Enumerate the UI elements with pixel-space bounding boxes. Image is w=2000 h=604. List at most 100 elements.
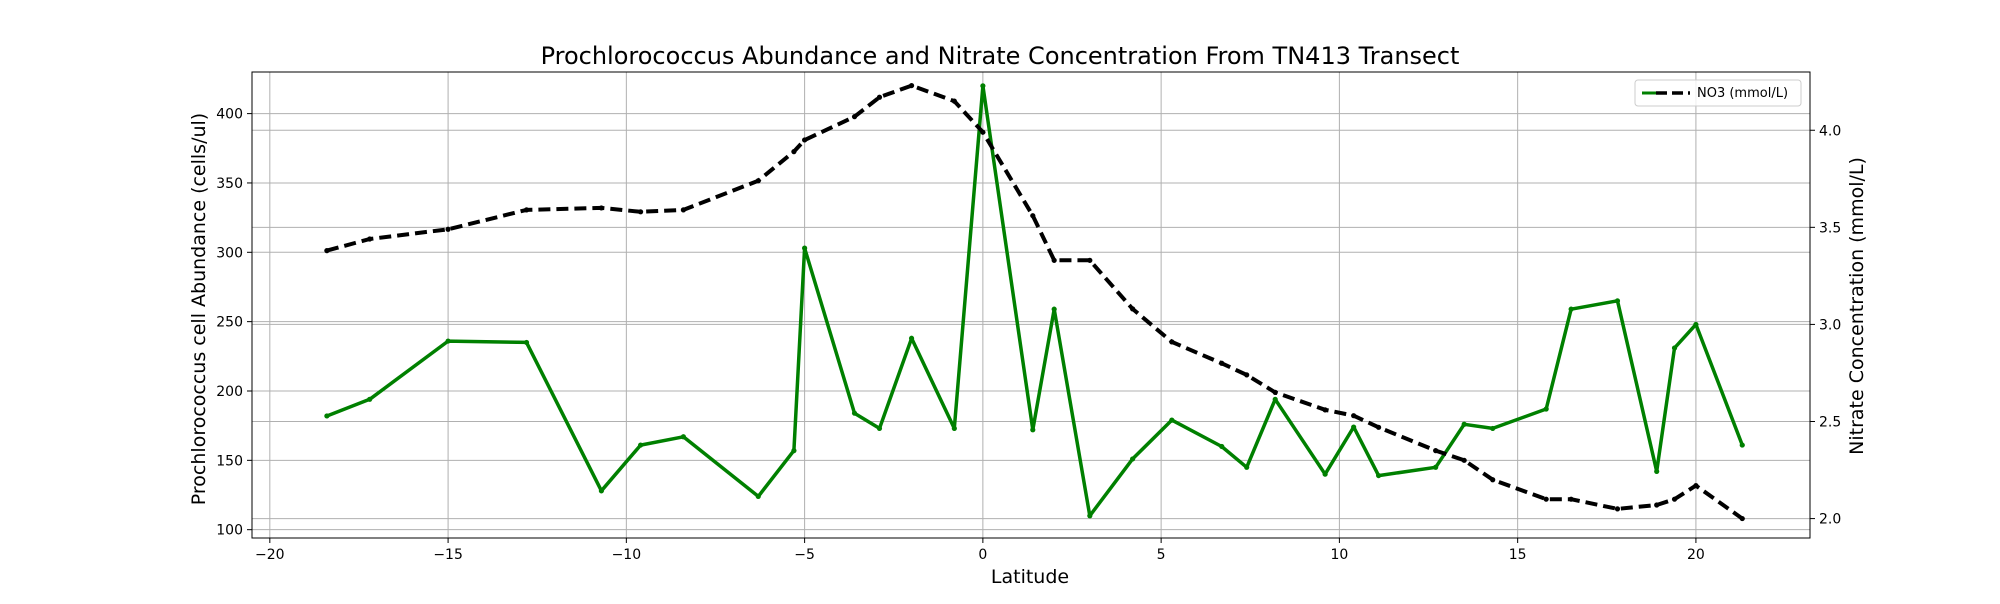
y-axis-left-label: Prochlorococcus cell Abundance (cells/ul… bbox=[188, 113, 210, 505]
series-0-point-15 bbox=[1030, 427, 1036, 433]
series-0-point-9 bbox=[802, 245, 808, 251]
series-1-point-14 bbox=[980, 129, 986, 135]
y-right-tick-label-4: 4.0 bbox=[1819, 123, 1841, 139]
series-0-point-4 bbox=[598, 488, 604, 494]
legend-box bbox=[1634, 79, 1802, 107]
series-1-point-22 bbox=[1272, 389, 1278, 395]
series-0-point-35 bbox=[1739, 442, 1745, 448]
series-0-point-22 bbox=[1272, 396, 1278, 402]
series-1-point-24 bbox=[1351, 413, 1357, 419]
series-1-point-2 bbox=[445, 226, 451, 232]
y-left-tick-label-5: 350 bbox=[216, 176, 243, 192]
y-left-tick-label-3: 250 bbox=[216, 315, 243, 331]
series-0-point-6 bbox=[680, 434, 686, 440]
x-tick-label-8: 20 bbox=[1687, 547, 1705, 563]
y-left-tick-label-4: 300 bbox=[216, 245, 243, 261]
series-0-point-3 bbox=[523, 339, 530, 346]
series-1-point-8 bbox=[791, 149, 797, 155]
series-1-point-28 bbox=[1490, 477, 1496, 483]
x-tick-label-3: −5 bbox=[794, 547, 815, 563]
series-0-point-24 bbox=[1351, 424, 1357, 430]
series-1-point-31 bbox=[1614, 506, 1621, 512]
series-0-point-1 bbox=[367, 396, 373, 402]
series-0-point-32 bbox=[1654, 468, 1660, 475]
x-tick-label-7: 15 bbox=[1509, 547, 1527, 563]
series-1-point-7 bbox=[755, 178, 761, 184]
y-left-tick-label-2: 200 bbox=[216, 384, 243, 400]
y-right-tick-label-1: 2.5 bbox=[1819, 415, 1841, 431]
series-0-point-19 bbox=[1169, 417, 1175, 423]
legend: NO3 (mmol/L) bbox=[1634, 79, 1802, 107]
series-0-point-7 bbox=[755, 493, 761, 499]
y-axis-right-label: Nitrate Concentration (mmol/L) bbox=[1846, 157, 1868, 455]
series-0-point-13 bbox=[951, 425, 957, 432]
series-1-point-34 bbox=[1693, 482, 1699, 489]
plot-frame bbox=[251, 71, 1811, 539]
y-left-tick-label-1: 150 bbox=[216, 453, 243, 469]
series-1-point-21 bbox=[1244, 372, 1250, 378]
series-1-point-23 bbox=[1322, 407, 1328, 413]
series-0-point-2 bbox=[445, 338, 451, 344]
series-1-point-26 bbox=[1433, 448, 1439, 454]
series-0-point-20 bbox=[1219, 443, 1225, 450]
series-line-0 bbox=[326, 84, 1744, 518]
series-1-point-33 bbox=[1671, 496, 1678, 502]
y-left-tick-label-6: 400 bbox=[216, 107, 243, 123]
chart-title: Prochlorococcus Abundance and Nitrate Co… bbox=[541, 42, 1460, 70]
series-0-point-28 bbox=[1490, 425, 1496, 432]
series-0-point-21 bbox=[1244, 464, 1250, 470]
x-tick-label-4: 0 bbox=[978, 547, 987, 563]
series-1-point-19 bbox=[1169, 339, 1175, 345]
series-1-point-17 bbox=[1087, 257, 1093, 263]
series-0-point-11 bbox=[876, 425, 883, 432]
series-1-point-5 bbox=[638, 209, 644, 215]
series-1-point-15 bbox=[1030, 213, 1036, 219]
series-0-point-23 bbox=[1322, 471, 1328, 477]
series-1-point-11 bbox=[876, 94, 883, 100]
series-1-point-0 bbox=[324, 248, 330, 254]
x-tick-label-1: −15 bbox=[433, 547, 463, 563]
legend-label-no3: NO3 (mmol/L) bbox=[1697, 86, 1788, 101]
plot-series bbox=[324, 82, 1745, 522]
series-1-point-4 bbox=[598, 205, 604, 211]
axis-ticks: −20 −15 −10 −5 0 5 10 15 20 100 150 200 250 300 350 400… bbox=[216, 107, 1841, 563]
series-1-point-3 bbox=[523, 207, 530, 213]
series-line-1 bbox=[326, 83, 1744, 521]
series-1-point-32 bbox=[1654, 502, 1660, 508]
series-1-point-16 bbox=[1051, 257, 1057, 263]
x-tick-label-2: −10 bbox=[612, 547, 642, 563]
series-1-point-6 bbox=[680, 207, 686, 213]
series-1-point-10 bbox=[851, 114, 858, 120]
series-1-point-13 bbox=[951, 98, 957, 104]
series-1-point-35 bbox=[1739, 515, 1745, 522]
grid bbox=[252, 72, 1810, 538]
series-1-point-25 bbox=[1376, 424, 1382, 430]
series-1-point-20 bbox=[1219, 360, 1225, 366]
series-0-point-27 bbox=[1461, 421, 1467, 427]
series-0-point-31 bbox=[1614, 298, 1621, 304]
y-right-tick-label-0: 2.0 bbox=[1819, 512, 1841, 528]
series-1-point-30 bbox=[1568, 496, 1574, 502]
series-0-point-16 bbox=[1051, 306, 1057, 312]
series-0-point-30 bbox=[1568, 306, 1574, 312]
series-0-point-25 bbox=[1376, 472, 1382, 479]
series-1-point-1 bbox=[367, 236, 373, 242]
x-tick-label-5: 5 bbox=[1157, 547, 1166, 563]
series-1-point-12 bbox=[908, 82, 915, 89]
series-1-point-27 bbox=[1461, 457, 1467, 463]
series-1-point-18 bbox=[1130, 306, 1136, 312]
series-0-point-18 bbox=[1130, 456, 1136, 462]
y-right-tick-label-2: 3.0 bbox=[1819, 317, 1841, 333]
series-0-point-29 bbox=[1543, 406, 1549, 412]
x-tick-label-0: −20 bbox=[255, 547, 285, 563]
series-0-point-14 bbox=[980, 83, 986, 89]
series-0-point-33 bbox=[1671, 345, 1678, 351]
series-0-point-5 bbox=[638, 442, 644, 448]
series-0-point-12 bbox=[908, 335, 915, 341]
series-1-point-29 bbox=[1543, 496, 1549, 502]
series-0-point-8 bbox=[791, 448, 797, 454]
series-0-point-34 bbox=[1693, 321, 1699, 328]
series-0-point-10 bbox=[851, 410, 858, 416]
